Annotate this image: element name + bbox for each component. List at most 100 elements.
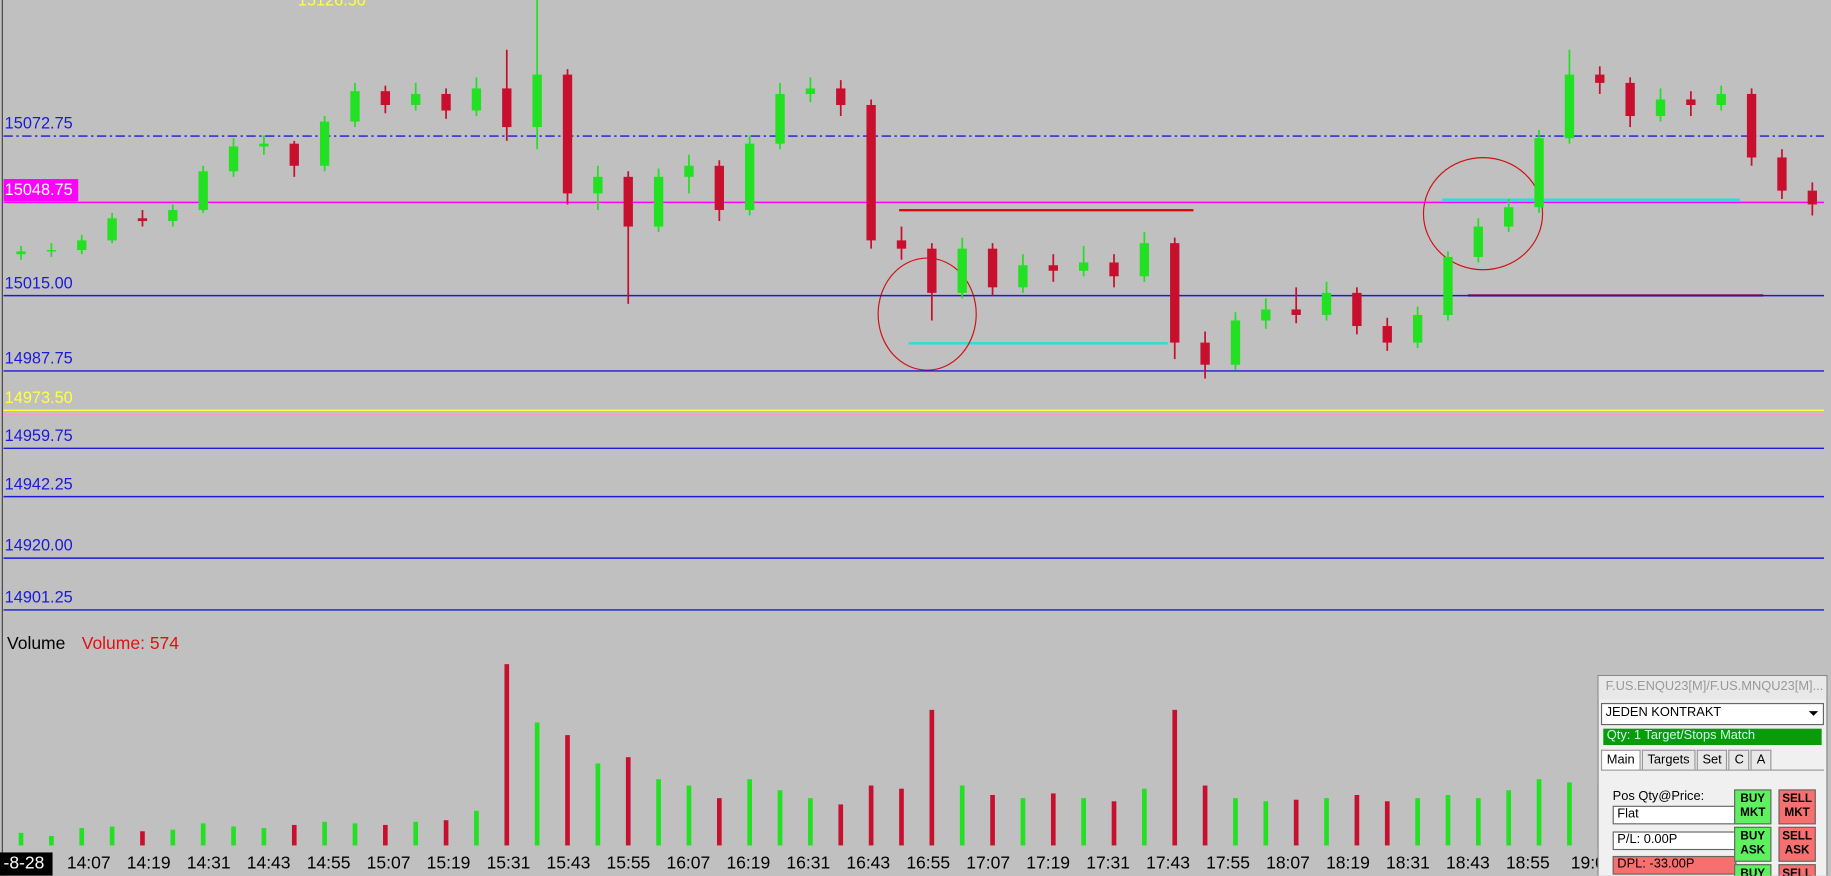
candle-body	[1018, 265, 1028, 288]
candle-body	[441, 93, 451, 111]
volume-bar	[1263, 801, 1269, 846]
candle-body	[1746, 93, 1757, 158]
volume-bar	[443, 820, 449, 846]
volume-bar	[291, 824, 297, 846]
volume-bar	[322, 821, 327, 846]
x-tick-label: 15:31	[487, 853, 531, 873]
buy-button[interactable]: BUY ASK	[1734, 826, 1772, 862]
high-label: 15126.50	[298, 0, 366, 9]
volume-bar	[1476, 798, 1481, 846]
volume-bar	[1020, 798, 1026, 846]
volume-bar	[1384, 801, 1390, 846]
candle-body	[1078, 262, 1089, 271]
level-label: 14973.50	[5, 389, 73, 407]
candle-body	[1443, 256, 1453, 315]
candle-body	[896, 240, 907, 249]
x-tick-label: 16:55	[906, 853, 950, 873]
volume-current: Volume: 574	[82, 633, 180, 653]
candle-body	[805, 88, 816, 94]
volume-bar	[18, 832, 24, 846]
volume-title: Volume	[7, 633, 65, 653]
x-tick-label: 17:07	[966, 853, 1010, 873]
candle-body	[289, 143, 299, 166]
x-tick-label: 14:19	[127, 853, 171, 873]
candle-body	[1564, 74, 1575, 139]
sell-button[interactable]: SELL ASK	[1778, 826, 1816, 862]
x-tick-label: 16:19	[726, 853, 770, 873]
level-label-bg	[3, 179, 79, 202]
pos-value: Flat	[1612, 805, 1737, 825]
level-label: 15072.75	[5, 115, 73, 133]
candle-body	[987, 248, 998, 288]
buy-button[interactable]: BUY	[1734, 864, 1772, 876]
tab[interactable]: A	[1750, 749, 1772, 770]
candle-body	[684, 165, 694, 177]
candle-body	[1807, 190, 1817, 205]
status-bar: Qty: 1 Target/Stops Match	[1603, 728, 1822, 746]
date-label: -8-28	[4, 853, 45, 873]
volume-bar	[49, 835, 54, 846]
x-tick-label: 16:07	[666, 853, 710, 873]
account-select[interactable]: JEDEN KONTRAKT	[1600, 702, 1824, 726]
candle-body	[1534, 138, 1544, 208]
x-tick-label: 17:19	[1026, 853, 1070, 873]
x-tick-label: 15:19	[427, 853, 471, 873]
volume-bar	[716, 798, 722, 846]
panel-title: F.US.ENQU23[M]/F.US.MNQU23[M]...	[1598, 676, 1827, 700]
candle-body	[1291, 309, 1301, 315]
volume-bar	[565, 735, 570, 846]
volume-bar	[808, 798, 813, 846]
tab[interactable]: C	[1728, 749, 1750, 770]
candle-body	[623, 176, 633, 227]
candle-body	[350, 91, 360, 122]
x-tick-label: 18:43	[1446, 853, 1490, 873]
tabs: Main Targets Set C A	[1600, 749, 1824, 771]
tab[interactable]: Set	[1696, 749, 1728, 770]
candle-body	[1412, 314, 1423, 343]
volume-bar	[990, 794, 995, 846]
volume-bar	[534, 722, 540, 846]
buy-button[interactable]: BUY MKT	[1734, 789, 1772, 825]
x-tick-label: 14:43	[247, 853, 291, 873]
sell-button[interactable]: SELL	[1778, 864, 1816, 876]
tab[interactable]: Targets	[1641, 749, 1696, 770]
volume-bar	[79, 828, 85, 846]
x-tick-label: 16:43	[846, 853, 890, 873]
volume-bar	[383, 824, 388, 846]
pl: P/L: 0.00P	[1612, 831, 1737, 851]
tab[interactable]: Main	[1600, 749, 1641, 770]
x-tick-label: 14:07	[67, 853, 111, 873]
volume-bar	[413, 821, 419, 846]
x-tick-label: 17:55	[1206, 853, 1250, 873]
candle-body	[532, 74, 542, 128]
volume-bar	[504, 664, 510, 846]
volume-bar	[595, 763, 601, 846]
x-tick-label: 15:55	[607, 853, 651, 873]
x-tick-label: 18:55	[1506, 853, 1550, 873]
candle-body	[1777, 157, 1787, 191]
candle-body	[411, 93, 421, 105]
volume-bar	[656, 779, 661, 846]
volume-bar	[1111, 801, 1117, 846]
volume-bar	[1354, 794, 1360, 846]
candle-body	[198, 171, 208, 210]
level-label: 14959.75	[5, 427, 73, 445]
candle-body	[1716, 93, 1726, 105]
x-tick-label: 16:31	[786, 853, 830, 873]
candle-body	[593, 176, 603, 194]
candle-body	[137, 218, 148, 222]
volume-bar	[1050, 793, 1056, 846]
candle-body	[866, 104, 876, 241]
volume-bar	[140, 831, 145, 846]
sell-button[interactable]: SELL MKT	[1778, 789, 1816, 825]
volume-bar	[899, 788, 904, 846]
x-tick-label: 14:31	[187, 853, 231, 873]
candle-body	[228, 146, 239, 172]
dpl: DPL: -33.00P	[1612, 855, 1737, 875]
volume-bar	[474, 810, 479, 846]
volume-bar	[1172, 709, 1178, 846]
candle-body	[775, 93, 785, 144]
candle-body	[1261, 309, 1271, 321]
level-label: 14920.00	[5, 537, 73, 555]
